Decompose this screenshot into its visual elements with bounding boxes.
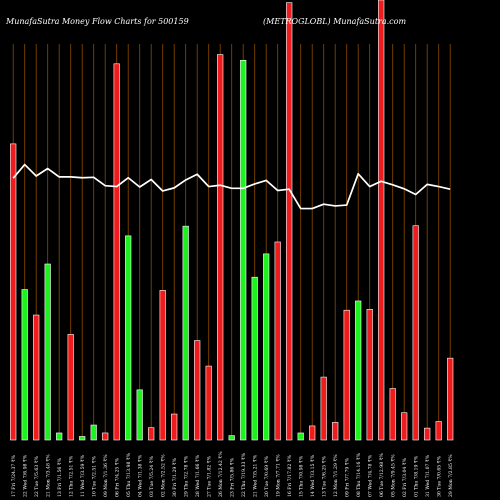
x-tick-label: 30 Tue 7/0.65 ₹% xyxy=(436,455,442,497)
x-tick-label: 31 Wed 7/1.07 ₹% xyxy=(425,454,431,497)
x-tick-label: 12 Thu 7/2.51 ₹% xyxy=(68,455,74,497)
x-tick-label: 02 Fri 7/3.04 ₹% xyxy=(402,457,408,497)
x-tick-label: 27 Tue 7/1.82 ₹% xyxy=(206,455,212,497)
bar-down xyxy=(412,225,419,441)
x-tick-label: 29 Mon 7/2.85 ₹% xyxy=(448,454,454,497)
x-tick-label: 13 Fri 7/1.56 ₹% xyxy=(57,457,63,497)
bar-down xyxy=(447,357,454,441)
bar-down xyxy=(67,334,74,441)
bar-up xyxy=(182,225,189,441)
x-tick-label: 21 Wed 7/5.21 ₹% xyxy=(252,454,258,497)
x-tick-label: 02 Mon 7/2.52 ₹% xyxy=(160,454,166,497)
bar-down xyxy=(148,427,155,441)
x-tick-label: 08 Thu 7/14.16 ₹% xyxy=(356,452,362,497)
x-tick-label: 09 Fri 7/7.79 ₹% xyxy=(344,457,350,497)
x-tick-label: 03 Tue 7/5.24 ₹% xyxy=(149,455,155,497)
x-tick-label: 23 Fri 7/5.86 ₹% xyxy=(229,457,235,497)
x-tick-label: 30 Fri 7/1.29 ₹% xyxy=(172,457,178,497)
bar-up xyxy=(355,300,362,441)
x-tick-label: 17 Fri 7/24.37 ₹% xyxy=(11,454,17,497)
bar-down xyxy=(343,309,350,441)
bar-series xyxy=(10,0,454,441)
x-tick-label: 11 Wed 7/3.59 ₹% xyxy=(80,454,86,497)
x-tick-label: 12 Mon 7/1.29 ₹% xyxy=(333,454,339,497)
bar-up xyxy=(44,263,51,441)
x-tick-label: 14 Wed 7/3.15 ₹% xyxy=(310,454,316,497)
bar-down xyxy=(10,143,17,441)
bar-down xyxy=(274,241,281,441)
x-tick-label: 10 Tue 7/2.51 ₹% xyxy=(91,455,97,497)
bar-down xyxy=(159,290,166,441)
bar-down xyxy=(194,340,201,441)
bar-up xyxy=(79,436,86,441)
x-tick-label: 07 Wed 7/4.78 ₹% xyxy=(367,454,373,497)
x-tick-label: 13 Tue 7/6.25 ₹% xyxy=(321,455,327,497)
x-tick-label: 22 Tue 7/5.63 ₹% xyxy=(34,455,40,497)
bar-down xyxy=(102,432,109,441)
bar-down xyxy=(217,54,224,441)
bar-down xyxy=(113,63,120,441)
x-tick-label: 19 Mon 7/7.71 ₹% xyxy=(275,454,281,497)
bar-down xyxy=(286,2,293,441)
bar-down xyxy=(424,427,431,441)
bar-down xyxy=(320,376,327,441)
money-flow-line xyxy=(12,163,451,210)
chart-title-left: MunafaSutra Money Flow Charts for 500159 xyxy=(5,17,189,26)
bar-down xyxy=(332,422,339,441)
x-tick-label: 22 Wed 7/6.98 ₹% xyxy=(22,454,28,497)
x-tick-label: 15 Thu 7/0.98 ₹% xyxy=(298,455,304,497)
x-tick-label: 21 Mon 7/3.48 ₹% xyxy=(45,454,51,497)
bar-up xyxy=(251,276,258,441)
bar-up xyxy=(21,289,28,441)
chart-title-right: (METROGLOBL) MunafaSutra.com xyxy=(263,17,406,26)
x-tick-label: 29 Thu 7/2.78 ₹% xyxy=(183,455,189,497)
bar-up xyxy=(136,389,143,441)
bar-up xyxy=(240,59,247,441)
x-axis-labels: 17 Fri 7/24.37 ₹% 22 Wed 7/6.98 ₹% 22 Tue … xyxy=(11,451,454,497)
bar-down xyxy=(435,421,442,441)
x-tick-label: 22 Thu 7/19.33 ₹% xyxy=(241,452,247,497)
bar-down xyxy=(171,413,178,441)
x-tick-label: 16 Fri 7/17.82 ₹% xyxy=(287,454,293,497)
x-tick-label: 05 Thu 7/13.98 ₹% xyxy=(126,452,132,497)
bar-up xyxy=(228,435,235,441)
x-tick-label: 04 Wed 7/1.38 ₹% xyxy=(137,454,143,497)
x-tick-label: 06 Tue 7/12.98 ₹% xyxy=(379,452,385,497)
bar-up xyxy=(263,253,270,441)
bar-down xyxy=(33,314,40,441)
bar-down xyxy=(401,412,408,441)
bar-down xyxy=(378,0,385,441)
x-tick-label: 28 Wed 7/1.66 ₹% xyxy=(195,454,201,497)
bar-up xyxy=(56,432,63,441)
bar-up xyxy=(90,424,97,441)
x-tick-label: 05 Mon 7/9.45 ₹% xyxy=(390,454,396,497)
x-tick-label: 20 Tue 7/0.69 ₹% xyxy=(264,455,270,497)
bar-down xyxy=(309,425,316,441)
x-tick-label: 09 Mon 7/1.36 ₹% xyxy=(103,454,109,497)
bar-up xyxy=(125,235,132,441)
x-tick-label: 06 Fri 7/4.25 ₹% xyxy=(114,457,120,497)
bar-down xyxy=(389,388,396,441)
bar-up xyxy=(297,432,304,441)
x-tick-label: 26 Mon 7/12.42 ₹% xyxy=(218,451,224,497)
x-tick-label: 01 Thu 7/8.19 ₹% xyxy=(413,455,419,497)
bar-down xyxy=(366,309,373,441)
bar-down xyxy=(205,365,212,441)
